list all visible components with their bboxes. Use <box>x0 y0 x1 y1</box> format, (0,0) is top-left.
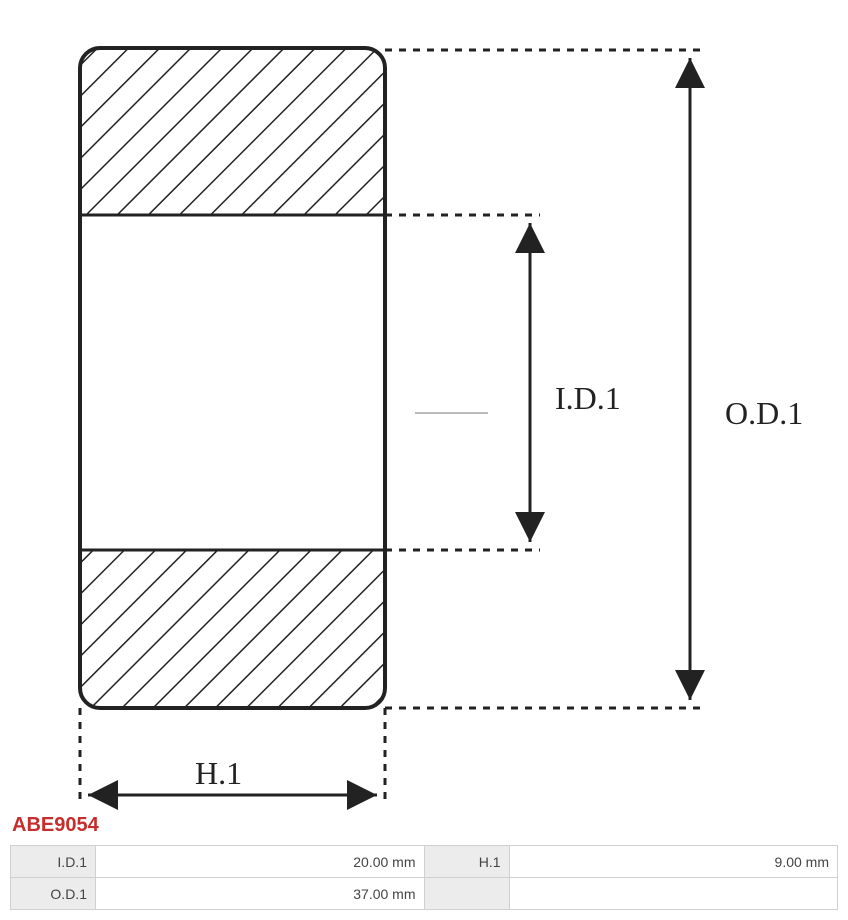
part-number: ABE9054 <box>12 814 838 837</box>
spec-key: I.D.1 <box>11 846 96 878</box>
label-h1: H.1 <box>195 755 242 792</box>
spec-value <box>509 878 838 910</box>
spec-value: 9.00 mm <box>509 846 838 878</box>
spec-key: O.D.1 <box>11 878 96 910</box>
spec-value: 20.00 mm <box>96 846 425 878</box>
label-od1: O.D.1 <box>725 395 803 432</box>
technical-diagram: I.D.1 O.D.1 H.1 <box>10 10 838 810</box>
spec-table: I.D.1 20.00 mm H.1 9.00 mm O.D.1 37.00 m… <box>10 845 838 910</box>
label-id1: I.D.1 <box>555 380 621 417</box>
spec-key: H.1 <box>424 846 509 878</box>
table-row: O.D.1 37.00 mm <box>11 878 838 910</box>
spec-value: 37.00 mm <box>96 878 425 910</box>
table-row: I.D.1 20.00 mm H.1 9.00 mm <box>11 846 838 878</box>
diagram-svg <box>10 10 848 810</box>
spec-key <box>424 878 509 910</box>
